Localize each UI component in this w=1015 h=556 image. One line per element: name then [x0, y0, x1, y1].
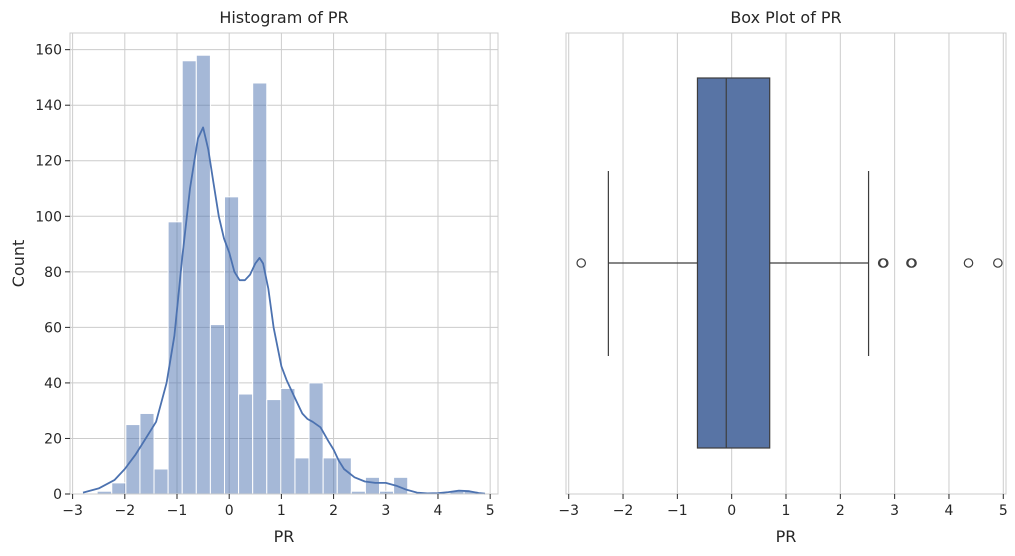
histogram-x-tick-label: −3 — [62, 503, 83, 519]
outlier-point — [576, 258, 587, 268]
outlier-point — [878, 258, 889, 268]
histogram-bar — [111, 482, 127, 495]
histogram-title: Histogram of PR — [219, 8, 348, 27]
histogram-bar — [252, 82, 268, 495]
histogram-bar — [223, 196, 240, 495]
histogram-bar — [364, 476, 381, 495]
histogram-y-tick-label: 40 — [44, 376, 62, 392]
histogram-bar — [322, 457, 338, 495]
histogram-bar — [153, 468, 169, 495]
outlier-point — [993, 258, 1003, 268]
boxplot-title: Box Plot of PR — [730, 8, 841, 27]
boxplot-x-tick-label: −1 — [667, 503, 688, 519]
histogram-bar — [238, 393, 254, 495]
histogram-bars — [96, 54, 479, 495]
histogram-panel: −3 −2 −1 0 1 2 3 4 5 0 20 40 60 80 100 120 140 160 Histo… — [9, 8, 499, 546]
histogram-y-tick-label: 60 — [44, 320, 62, 336]
histogram-x-tick-label: 5 — [486, 503, 495, 519]
histogram-bar — [280, 387, 296, 495]
histogram-bar — [195, 54, 211, 495]
boxplot-x-tick-label: 4 — [945, 503, 954, 519]
histogram-bar — [181, 60, 197, 495]
boxplot-panel: −3 −2 −1 0 1 2 3 4 5 Box Plot of PR PR — [558, 8, 1007, 546]
boxplot-x-tick-label: 2 — [836, 503, 845, 519]
histogram-y-tick-label: 120 — [35, 154, 62, 170]
histogram-x-tick-label: 0 — [225, 503, 234, 519]
histogram-bar — [209, 324, 225, 495]
boxplot-x-tick-label: 5 — [999, 503, 1008, 519]
histogram-bar — [336, 457, 352, 495]
histogram-bar — [308, 382, 324, 495]
histogram-x-tick-label: −1 — [167, 503, 188, 519]
histogram-y-tick-label: 160 — [35, 43, 62, 59]
outlier-point — [963, 258, 974, 268]
boxplot-x-tick-label: −2 — [613, 503, 634, 519]
histogram-axes-frame — [69, 32, 499, 495]
boxplot-marks — [576, 77, 1003, 449]
histogram-kde-curve — [82, 126, 486, 495]
histogram-x-tick-label: 4 — [434, 503, 443, 519]
histogram-y-tick-label: 80 — [44, 265, 62, 281]
boxplot-x-tick-label: 1 — [782, 503, 791, 519]
histogram-bar — [294, 457, 310, 495]
histogram-y-tick-label: 0 — [53, 487, 62, 503]
histogram-y-tick-label: 20 — [44, 431, 62, 447]
histogram-y-ticks: 0 20 40 60 80 100 120 140 160 — [35, 43, 70, 503]
histogram-x-tick-label: −2 — [114, 503, 135, 519]
boxplot-x-tick-label: 0 — [727, 503, 736, 519]
histogram-y-tick-label: 140 — [35, 98, 62, 114]
histogram-x-tick-label: 1 — [277, 503, 286, 519]
histogram-bar — [266, 399, 282, 495]
histogram-x-tick-label: 3 — [381, 503, 390, 519]
boxplot-x-tick-label: −3 — [558, 503, 579, 519]
histogram-bar — [139, 412, 155, 495]
boxplot-x-axis-label: PR — [776, 527, 797, 546]
histogram-y-tick-label: 100 — [35, 209, 62, 225]
kde-line — [82, 126, 486, 495]
interquartile-box — [696, 77, 771, 449]
boxplot-x-tick-label: 3 — [890, 503, 899, 519]
histogram-y-axis-label: Count — [9, 240, 28, 288]
boxplot-x-ticks: −3 −2 −1 0 1 2 3 4 5 — [558, 494, 1008, 519]
histogram-x-ticks: −3 −2 −1 0 1 2 3 4 5 — [62, 494, 495, 519]
outlier-point — [907, 258, 917, 268]
histogram-x-axis-label: PR — [274, 527, 295, 546]
histogram-x-tick-label: 2 — [329, 503, 338, 519]
